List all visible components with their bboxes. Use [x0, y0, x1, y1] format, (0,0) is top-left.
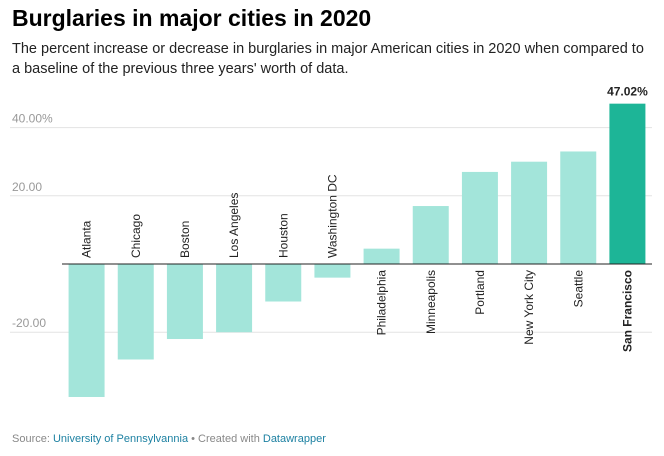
source-link[interactable]: University of Pennsylvannia	[52, 433, 189, 445]
category-label: San Francisco	[620, 270, 634, 352]
source-prefix: Source:	[12, 433, 53, 445]
y-tick-label: -20.00	[12, 316, 46, 330]
bar	[216, 264, 253, 333]
category-label: Seattle	[571, 270, 585, 308]
category-label: Los Angeles	[227, 193, 241, 258]
category-label: Minneapolis	[424, 270, 438, 334]
category-label: Houston	[276, 213, 290, 258]
bar	[117, 264, 154, 360]
category-label: Atlanta	[80, 220, 94, 258]
bar	[265, 264, 302, 302]
category-label: Portland	[473, 270, 487, 315]
data-label: 47.02%	[607, 85, 648, 99]
category-label: Washington DC	[325, 174, 339, 258]
category-label: Boston	[178, 221, 192, 258]
bar	[560, 151, 597, 264]
y-tick-label: 40.00%	[12, 112, 53, 126]
datawrapper-link[interactable]: Datawrapper	[262, 433, 326, 445]
bar	[609, 103, 646, 264]
chart-footer: Source: University of Pennsylvannia • Cr…	[12, 433, 326, 445]
y-tick-label: 20.00	[12, 180, 42, 194]
bar	[363, 248, 400, 264]
category-label: Philadelphia	[375, 270, 389, 336]
bar	[68, 264, 105, 397]
category-label: Chicago	[129, 214, 143, 258]
category-label: New York City	[522, 270, 536, 345]
bar	[166, 264, 203, 340]
chart-title: Burglaries in major cities in 2020	[12, 5, 372, 31]
footer-separator: • Created with	[188, 433, 263, 445]
bar	[511, 161, 548, 264]
bar	[314, 264, 351, 278]
bar	[412, 206, 449, 264]
chart-subtitle: The percent increase or decrease in burg…	[12, 41, 644, 77]
bar	[461, 171, 498, 264]
